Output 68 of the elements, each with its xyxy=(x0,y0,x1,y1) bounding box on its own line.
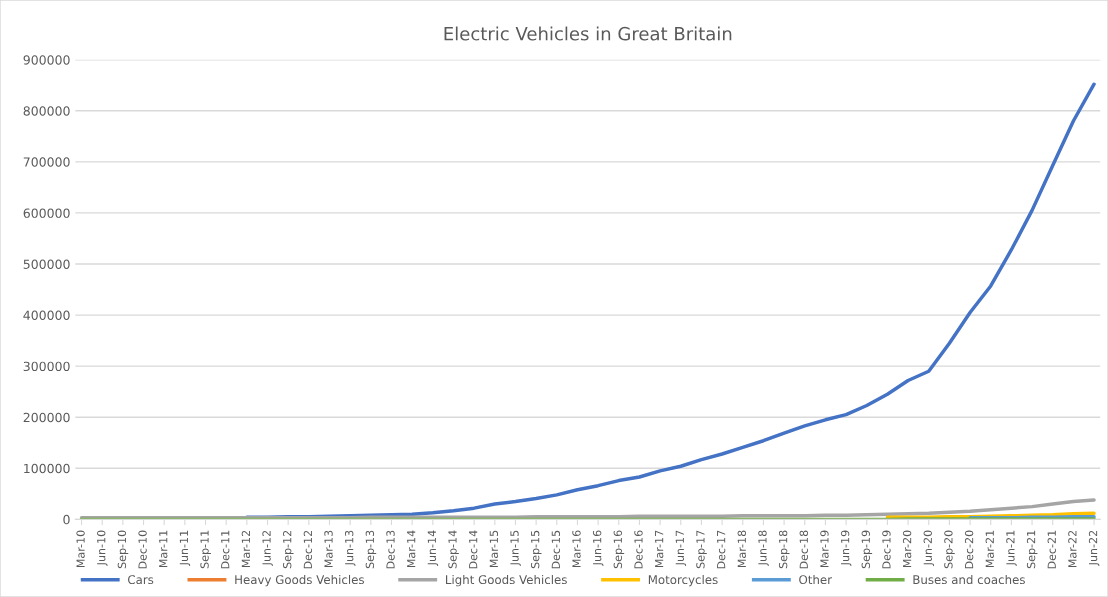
legend-label: Motorcycles xyxy=(648,574,718,587)
legend-label: Buses and coaches xyxy=(913,574,1025,585)
y-tick-label: 900000 xyxy=(23,55,70,65)
y-tick-label: 600000 xyxy=(23,208,70,218)
y-tick-label: 100000 xyxy=(24,463,70,474)
x-tick-label: Sep-10 xyxy=(117,530,129,569)
x-tick-label: Mar-22 xyxy=(1068,530,1077,568)
x-tick-label: Mar-18 xyxy=(737,530,746,568)
y-tick-label: 0 xyxy=(63,514,70,525)
x-tick-label: Mar-17 xyxy=(655,530,664,568)
x-tick-label: Dec-18 xyxy=(799,530,808,569)
x-tick-label: Jun-13 xyxy=(344,530,356,566)
x-tick-label: Dec-17 xyxy=(717,530,726,569)
line-series xyxy=(79,498,1096,520)
x-tick-label: Jun-11 xyxy=(179,530,191,566)
x-tick-label: Dec-16 xyxy=(634,530,643,569)
y-tick-label: 500000 xyxy=(23,259,70,269)
x-tick-label: Jun-16 xyxy=(592,530,604,566)
x-tick-label: Sep-16 xyxy=(613,530,625,569)
x-tick-label: Mar-14 xyxy=(407,530,416,568)
x-tick-label: Jun-15 xyxy=(510,530,521,566)
x-tick-label: Jun-14 xyxy=(427,530,439,566)
x-tick-label: Sep-17 xyxy=(696,530,707,569)
x-tick-label: Mar-12 xyxy=(241,530,251,568)
x-tick-label: Jun-18 xyxy=(758,530,769,566)
x-tick-label: Dec-13 xyxy=(386,530,395,569)
y-tick-label: 300000 xyxy=(23,361,70,372)
x-tick-label: Mar-19 xyxy=(820,530,829,568)
x-tick-label: Dec-10 xyxy=(138,530,147,569)
x-tick-label: Jun-21 xyxy=(1006,530,1017,566)
x-tick-label: Sep-13 xyxy=(365,530,377,569)
legend-label: Light Goods Vehicles xyxy=(446,574,567,587)
chart-title: Electric Vehicles in Great Britain xyxy=(444,26,732,41)
x-tick-label: Jun-12 xyxy=(262,530,273,566)
x-tick-label: Mar-16 xyxy=(572,530,581,568)
x-tick-label: Mar-10 xyxy=(76,530,85,568)
x-tick-label: Jun-20 xyxy=(923,530,935,566)
x-tick-label: Dec-12 xyxy=(303,530,313,569)
x-tick-label: Dec-21 xyxy=(1047,530,1056,569)
x-tick-label: Jun-22 xyxy=(1088,530,1100,566)
x-tick-label: Mar-21 xyxy=(985,530,994,568)
x-tick-label: Sep-19 xyxy=(861,530,873,569)
y-tick-label: 200000 xyxy=(23,412,70,423)
x-tick-label: Sep-21 xyxy=(1026,530,1038,569)
x-tick-label: Mar-20 xyxy=(902,530,912,568)
y-tick-label: 700000 xyxy=(23,157,70,167)
x-tick-label: Sep-11 xyxy=(200,530,211,569)
x-tick-label: Jun-17 xyxy=(675,530,687,566)
x-tick-label: Sep-14 xyxy=(448,530,459,569)
x-tick-label: Sep-15 xyxy=(530,530,542,569)
x-tick-label: Dec-15 xyxy=(551,530,561,569)
x-tick-label: Sep-20 xyxy=(944,530,955,569)
x-tick-label: Mar-11 xyxy=(159,530,168,568)
x-tick-label: Mar-15 xyxy=(489,530,499,568)
y-tick-label: 800000 xyxy=(23,106,70,116)
x-tick-label: Sep-18 xyxy=(778,530,790,569)
legend-label: Heavy Goods Vehicles xyxy=(235,574,364,587)
x-tick-label: Jun-10 xyxy=(97,530,108,566)
y-tick-label: 400000 xyxy=(23,310,70,321)
x-tick-label: Dec-19 xyxy=(882,530,891,569)
x-tick-label: Dec-14 xyxy=(469,530,478,569)
x-tick-label: Mar-13 xyxy=(324,530,333,568)
x-tick-label: Dec-11 xyxy=(221,530,230,569)
x-tick-label: Sep-12 xyxy=(283,530,294,569)
legend-label: Other xyxy=(799,574,833,585)
x-tick-label: Dec-20 xyxy=(964,530,974,569)
legend-label: Cars xyxy=(128,575,154,585)
x-tick-label: Jun-19 xyxy=(840,530,852,566)
